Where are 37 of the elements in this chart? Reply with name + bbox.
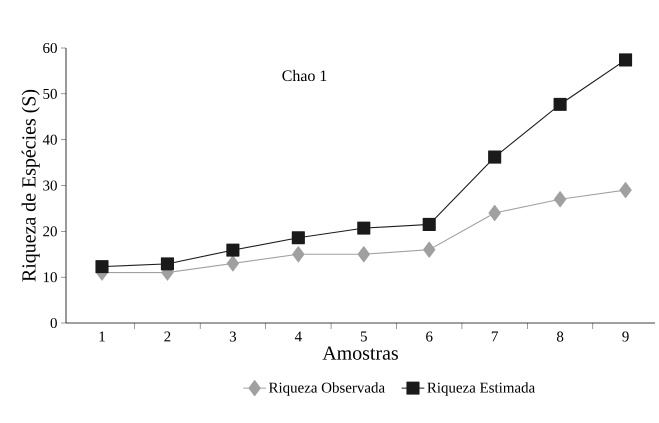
- point: [160, 257, 174, 270]
- y-tick-label: 60: [43, 42, 57, 54]
- point: [226, 244, 240, 257]
- point: [554, 191, 566, 208]
- point: [422, 218, 436, 232]
- x-tick-label: 1: [100, 332, 105, 342]
- y-tick-label: 40: [42, 134, 57, 145]
- point: [488, 150, 502, 164]
- x-tick-label: 9: [622, 332, 629, 342]
- legend-label: Riqueza Observada: [268, 382, 385, 396]
- legend-label: Riqueza Estimada: [427, 382, 535, 396]
- y-tick-label: 0: [50, 318, 57, 328]
- y-tick-label: 30: [43, 180, 57, 191]
- x-tick-label: 7: [492, 332, 498, 342]
- y-axis-title: Riqueza de Espécies (S): [22, 90, 40, 282]
- x-tick-label: 8: [556, 332, 564, 342]
- y-tick-label: 10: [44, 272, 57, 282]
- annotation: Chao 1: [282, 70, 326, 82]
- x-tick-label: 3: [230, 332, 236, 342]
- point: [292, 246, 305, 262]
- x-tick-label: 6: [426, 332, 433, 342]
- point: [95, 260, 109, 274]
- point: [357, 222, 370, 235]
- point: [292, 231, 305, 244]
- x-tick-label: 5: [360, 332, 367, 342]
- point: [619, 53, 632, 66]
- point: [423, 242, 436, 258]
- x-tick-label: 4: [294, 332, 302, 342]
- y-tick-label: 20: [43, 226, 57, 236]
- point: [488, 204, 501, 222]
- x-axis-title: Amostras: [322, 346, 398, 360]
- point: [554, 98, 567, 111]
- point: [619, 182, 632, 198]
- x-tick-label: 2: [164, 332, 170, 342]
- point: [226, 255, 240, 272]
- y-tick-label: 50: [43, 88, 57, 99]
- point: [358, 246, 370, 262]
